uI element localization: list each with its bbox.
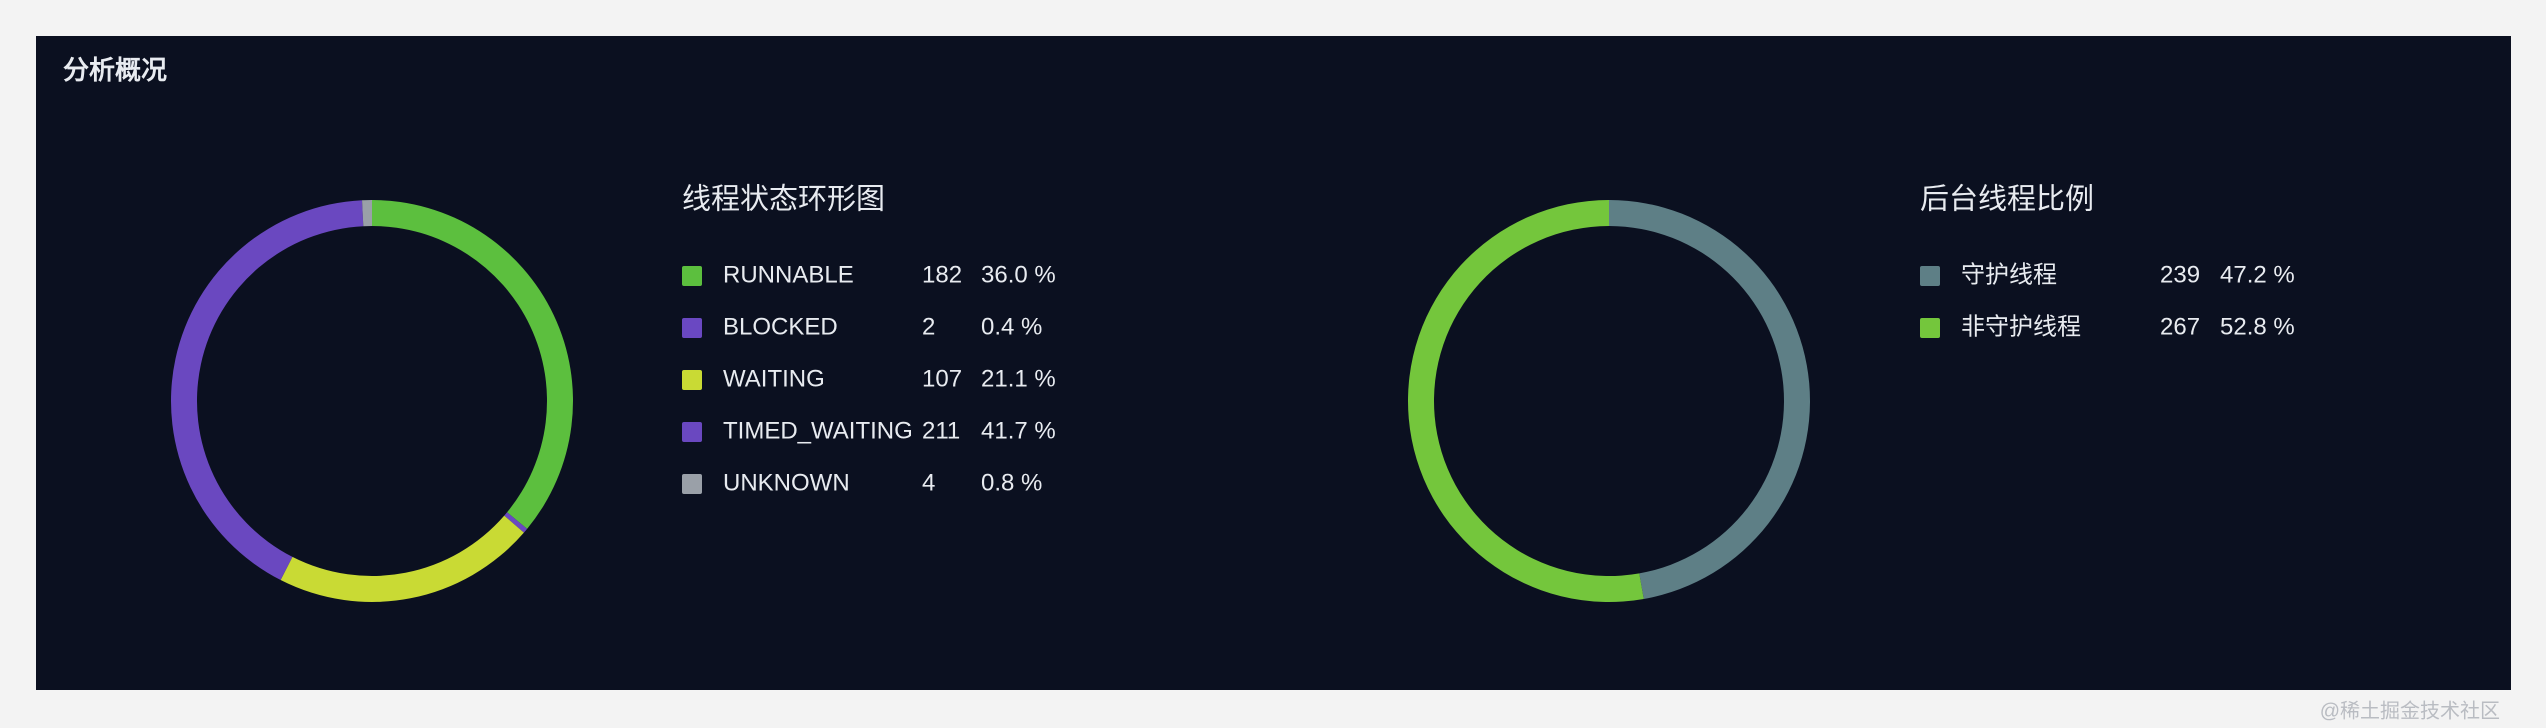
legend-count: 107 <box>922 365 962 392</box>
legend-swatch <box>682 370 702 390</box>
legend-swatch <box>682 474 702 494</box>
legend-percent: 52.8 % <box>2220 313 2295 340</box>
legend-percent: 41.7 % <box>981 417 1056 444</box>
legend-percent: 0.8 % <box>981 469 1042 496</box>
legend-swatch <box>682 266 702 286</box>
legend-swatch <box>1920 318 1940 338</box>
legend-percent: 21.1 % <box>981 365 1056 392</box>
legend-count: 4 <box>922 469 935 496</box>
legend-title: 线程状态环形图 <box>682 183 885 216</box>
legend-swatch <box>682 422 702 442</box>
legend-count: 239 <box>2160 261 2200 288</box>
legend-label: 守护线程 <box>1961 261 2057 288</box>
legend-label: WAITING <box>723 365 825 392</box>
legend-label: 非守护线程 <box>1961 313 2081 340</box>
donut-slice <box>1609 200 1810 599</box>
donut-slice <box>280 515 524 602</box>
donut-slice <box>504 512 528 533</box>
legend-count: 182 <box>922 261 962 288</box>
watermark: @稀土掘金技术社区 <box>2320 699 2500 722</box>
donut-slice <box>362 200 372 227</box>
legend-percent: 0.4 % <box>981 313 1042 340</box>
legend-label: TIMED_WAITING <box>723 417 913 444</box>
legend-swatch <box>682 318 702 338</box>
legend-count: 2 <box>922 313 935 340</box>
legend-count: 211 <box>922 417 960 444</box>
legend-label: RUNNABLE <box>723 261 854 288</box>
donut-slice <box>171 200 364 581</box>
legend-percent: 47.2 % <box>2220 261 2295 288</box>
legend-label: BLOCKED <box>723 313 838 340</box>
donut-slice <box>372 200 573 529</box>
legend-count: 267 <box>2160 313 2200 340</box>
legend-percent: 36.0 % <box>981 261 1056 288</box>
legend-swatch <box>1920 266 1940 286</box>
legend-title: 后台线程比例 <box>1920 183 2094 216</box>
panel-title: 分析概况 <box>63 55 167 85</box>
legend-label: UNKNOWN <box>723 469 850 496</box>
